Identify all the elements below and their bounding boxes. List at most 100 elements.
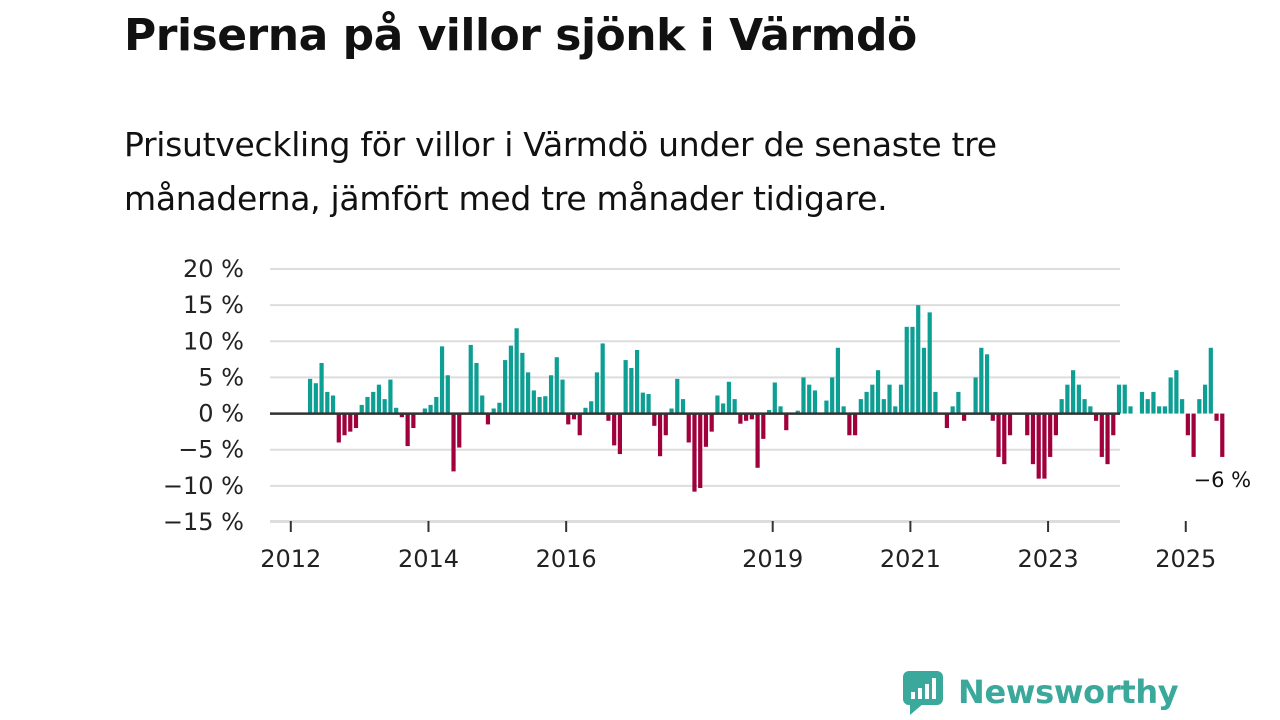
bar [526, 372, 531, 414]
brand-name: Newsworthy [958, 673, 1179, 711]
bar [875, 370, 881, 414]
bar [962, 413, 967, 421]
bar [652, 413, 657, 426]
bar [1139, 391, 1145, 414]
bar [548, 375, 554, 414]
bar [617, 413, 622, 455]
bar [835, 347, 840, 414]
bar [973, 377, 978, 414]
bar [663, 413, 668, 436]
bar [927, 312, 932, 414]
bar [1082, 399, 1087, 414]
bar [325, 391, 330, 414]
bar [606, 413, 611, 421]
bar [399, 413, 404, 418]
bar [1145, 399, 1150, 414]
bar [721, 403, 726, 414]
bar [778, 406, 783, 414]
bar [1059, 399, 1064, 414]
axes [270, 412, 1187, 532]
bar [308, 378, 313, 414]
bar [480, 395, 485, 414]
bar [1036, 413, 1041, 479]
bar [485, 413, 491, 425]
bar [893, 406, 898, 414]
bar [830, 377, 835, 414]
page-subtitle: Prisutveckling för villor i Värmdö under… [124, 125, 997, 218]
bar [1162, 406, 1168, 414]
bar [531, 390, 536, 414]
bar [445, 375, 450, 414]
bar [686, 413, 691, 443]
bar [583, 407, 588, 414]
bar [910, 326, 915, 414]
bar [1076, 384, 1081, 414]
bar [738, 413, 743, 424]
bar [520, 352, 525, 414]
bar [887, 384, 892, 414]
bar [864, 391, 869, 414]
bar [503, 360, 508, 414]
y-tick-label: 20 % [183, 255, 244, 283]
bar [319, 362, 324, 414]
bar [990, 413, 995, 421]
bar [657, 413, 663, 457]
bar [1122, 384, 1127, 414]
bar [1208, 347, 1213, 414]
bar [744, 413, 749, 421]
bar [950, 406, 955, 414]
y-tick-label: 15 % [183, 291, 244, 319]
bar [468, 344, 473, 414]
bar [944, 413, 950, 429]
bar [359, 404, 364, 414]
bar [405, 413, 410, 447]
page-title: Priserna på villor sjönk i Värmdö [124, 10, 917, 61]
bar [801, 377, 806, 414]
bar [898, 384, 904, 414]
bar [1030, 413, 1036, 465]
bar [698, 413, 703, 489]
bar [1220, 413, 1225, 457]
bar [566, 413, 571, 425]
bar [1214, 413, 1219, 421]
bar [571, 413, 577, 420]
bar [474, 362, 479, 414]
y-tick-label: 10 % [183, 327, 244, 355]
bar [784, 413, 789, 431]
bar [612, 413, 617, 446]
x-tick-label: 2023 [1018, 545, 1079, 573]
bar [457, 413, 462, 448]
labels: 20 % 15 % 10 % 5 % 0 % −5 % −10 % −15 % 2012 2014… [163, 255, 1256, 573]
bar [623, 360, 628, 414]
bar [1093, 413, 1099, 421]
newsworthy-logo: Newsworthy [902, 666, 1179, 718]
bar [1042, 413, 1047, 479]
bar [1174, 370, 1179, 414]
bar [1197, 399, 1202, 414]
bar [376, 384, 382, 414]
bar [726, 381, 731, 414]
x-tick-label: 2021 [880, 545, 941, 573]
bar [979, 347, 984, 414]
bar [371, 391, 376, 414]
bar [921, 347, 927, 414]
bar [841, 406, 846, 414]
logo-chart-icon [903, 671, 943, 715]
bar [858, 399, 863, 414]
bar [330, 395, 336, 414]
bar [1105, 413, 1110, 465]
bar [1048, 413, 1053, 457]
bar [1002, 413, 1007, 465]
bar [1180, 399, 1185, 414]
bar [646, 394, 651, 414]
bar [543, 396, 548, 414]
bar [669, 408, 674, 414]
bar [847, 413, 852, 436]
bar [709, 413, 714, 432]
bar [1202, 384, 1208, 414]
bar [451, 413, 456, 472]
bar [766, 409, 772, 414]
bar [703, 413, 709, 447]
bar [411, 413, 416, 429]
